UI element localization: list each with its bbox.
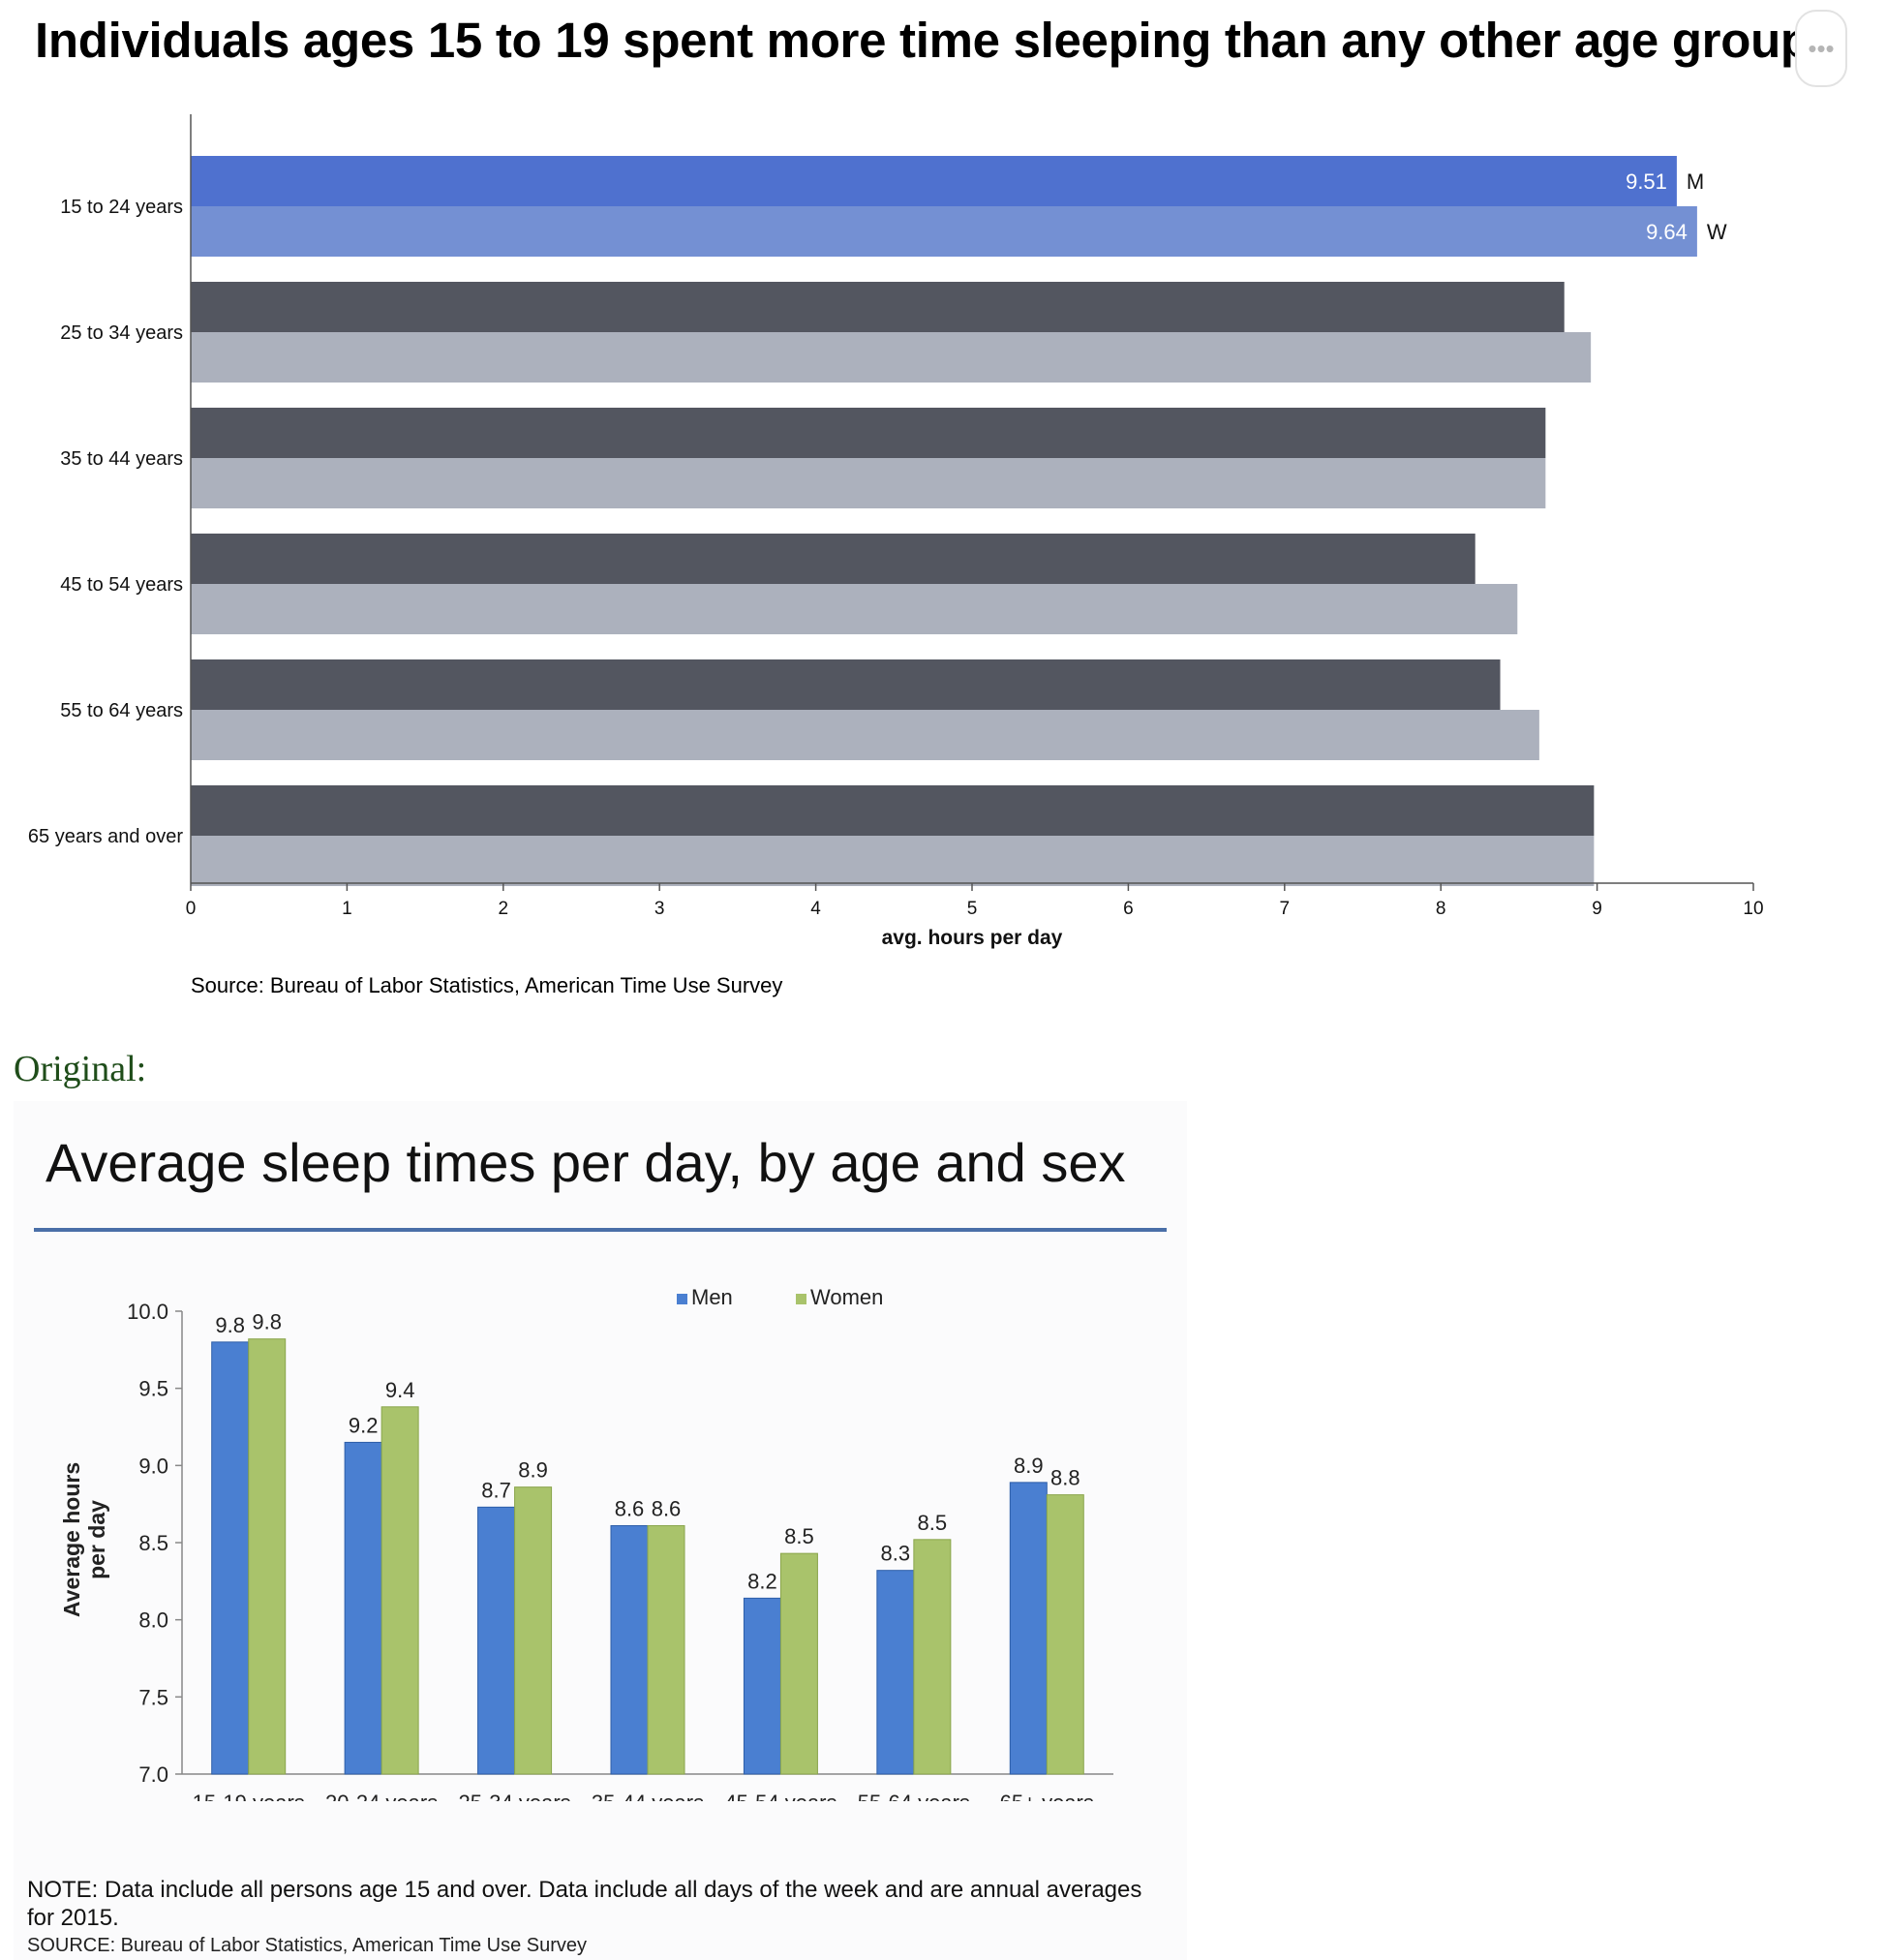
series-label-m: M [1687, 169, 1704, 194]
bar-women-5 [779, 1552, 818, 1775]
bar-women-7 [1046, 1494, 1084, 1775]
bar-value-label: 9.51 [1626, 169, 1667, 194]
data-label: 8.5 [784, 1524, 814, 1548]
x-tick-label: 15-19 years [193, 1791, 305, 1801]
more-horizontal-icon: ••• [1808, 33, 1835, 63]
bar-men-2 [344, 1441, 382, 1775]
y-axis-title-line: per day [84, 1500, 109, 1579]
x-axis-title: avg. hours per day [882, 927, 1063, 949]
x-tick-label: 45-54 years [724, 1791, 837, 1801]
bar-women-2 [380, 1406, 419, 1775]
bar-men-7 [1009, 1482, 1048, 1775]
bar-m-1 [191, 156, 1677, 206]
y-tick-label: 7.5 [138, 1685, 168, 1709]
y-tick-label: 8.5 [138, 1531, 168, 1555]
data-label: 8.5 [918, 1511, 948, 1535]
bar-m-2 [191, 282, 1565, 332]
x-tick-label: 10 [1743, 899, 1763, 919]
y-tick-label: 7.0 [138, 1762, 168, 1787]
y-tick-label: 10.0 [127, 1300, 168, 1324]
data-label: 9.8 [252, 1310, 282, 1334]
data-label: 8.8 [1050, 1466, 1080, 1490]
bar-w-2 [191, 332, 1592, 383]
x-tick-label: 9 [1592, 899, 1602, 919]
x-tick-label: 8 [1436, 899, 1446, 919]
original-chart-image [14, 1101, 1187, 1960]
data-label: 8.6 [652, 1496, 682, 1520]
legend-swatch-men [677, 1294, 687, 1304]
bar-m-3 [191, 408, 1546, 458]
original-title-rule [34, 1228, 1167, 1232]
y-tick-label: 15 to 24 years [60, 197, 183, 218]
data-label: 8.9 [1014, 1454, 1044, 1478]
y-tick-label: 55 to 64 years [60, 700, 183, 721]
x-tick-label: 20-24 years [325, 1791, 438, 1801]
bar-w-4 [191, 584, 1518, 634]
bar-w-3 [191, 458, 1546, 508]
original-chart-title: Average sleep times per day, by age and … [46, 1132, 1126, 1193]
x-tick-label: 25-34 years [458, 1791, 570, 1801]
x-tick-label: 65+ years [1000, 1791, 1094, 1801]
y-axis-title: Average hoursper day [59, 1462, 109, 1617]
data-label: 9.4 [385, 1378, 415, 1402]
y-tick-label: 65 years and over [28, 826, 183, 847]
bar-value-label: 9.64 [1646, 220, 1688, 244]
data-label: 8.7 [481, 1478, 511, 1502]
data-label: 8.3 [881, 1542, 911, 1566]
data-label: 9.2 [349, 1413, 379, 1437]
original-label: Original: [14, 1049, 147, 1089]
x-tick-label: 35-44 years [592, 1791, 704, 1801]
bar-w-1 [191, 206, 1697, 257]
bar-m-4 [191, 534, 1475, 584]
x-tick-label: 5 [967, 899, 978, 919]
y-tick-label: 45 to 54 years [60, 574, 183, 596]
data-label: 8.9 [518, 1458, 548, 1483]
bar-men-6 [876, 1570, 915, 1775]
bar-men-3 [477, 1506, 516, 1775]
x-tick-label: 6 [1123, 899, 1134, 919]
bar-women-1 [248, 1338, 287, 1775]
legend-swatch-women [796, 1294, 806, 1304]
original-chart-note: NOTE: Data include all persons age 15 an… [27, 1877, 1142, 1931]
bar-men-4 [610, 1524, 649, 1775]
x-tick-label: 0 [186, 899, 197, 919]
chart-title: Individuals ages 15 to 19 spent more tim… [35, 13, 1824, 68]
x-tick-label: 1 [342, 899, 352, 919]
legend-label-women: Women [810, 1285, 883, 1309]
y-axis-title-line: Average hours [59, 1462, 84, 1617]
bar-m-5 [191, 659, 1501, 710]
original-chart-source: SOURCE: Bureau of Labor Statistics, Amer… [27, 1935, 587, 1956]
x-tick-label: 4 [810, 899, 821, 919]
bar-men-5 [743, 1597, 781, 1775]
bar-w-5 [191, 710, 1539, 760]
data-label: 9.8 [215, 1313, 245, 1337]
original-bar-chart: 7.0 7.5 8.0 8.5 9.0 9.5 10.0 9.8 9.8 15-19 years 9… [59, 1285, 1113, 1801]
chart-source: Source: Bureau of Labor Statistics, Amer… [191, 973, 783, 997]
x-tick-label: 7 [1280, 899, 1291, 919]
x-tick-label: 3 [654, 899, 665, 919]
bar-women-6 [913, 1539, 952, 1775]
y-tick-label: 35 to 44 years [60, 448, 183, 470]
bar-men-1 [211, 1341, 250, 1775]
bar-women-4 [647, 1524, 685, 1775]
y-tick-label: 9.0 [138, 1454, 168, 1478]
legend-label-men: Men [691, 1285, 733, 1309]
more-options-button[interactable]: ••• [1795, 10, 1847, 87]
x-tick-label: 55-64 years [858, 1791, 970, 1801]
data-label: 8.6 [615, 1496, 645, 1520]
bar-m-6 [191, 785, 1595, 836]
y-tick-label: 25 to 34 years [60, 322, 183, 344]
y-tick-label: 9.5 [138, 1377, 168, 1401]
y-tick-label: 8.0 [138, 1608, 168, 1633]
series-label-w: W [1707, 220, 1727, 244]
data-label: 8.2 [747, 1569, 777, 1593]
bar-women-3 [514, 1486, 553, 1775]
x-tick-label: 2 [499, 899, 509, 919]
bar-w-6 [191, 836, 1595, 886]
